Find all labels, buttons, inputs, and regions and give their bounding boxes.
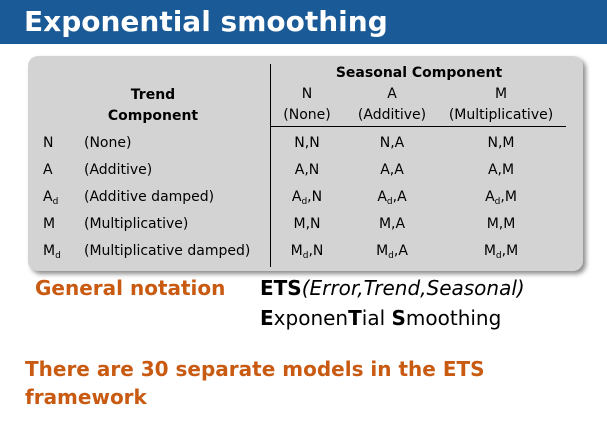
seasonal-col-code: N [301, 86, 313, 102]
model-cell: M,A [378, 216, 406, 232]
expansion-part: S [391, 306, 406, 330]
model-cell: Md,N [290, 243, 324, 261]
trend-code: Ad [43, 189, 59, 207]
trend-code: N [43, 135, 54, 151]
model-cell: Ad,N [291, 189, 323, 207]
trend-code: A [43, 162, 53, 178]
model-cell: Ad,A [377, 189, 407, 207]
expansion-part: ial [361, 306, 392, 330]
title-bar: Exponential smoothing [0, 0, 607, 44]
model-cell: Md,A [376, 243, 408, 261]
trend-label: (Multiplicative) [84, 216, 189, 232]
trend-code: Md [43, 243, 61, 261]
seasonal-col-label: (Additive) [357, 107, 427, 123]
ets-expansion: ExponenTial Smoothing [260, 306, 501, 330]
seasonal-col-label: (Multiplicative) [448, 107, 554, 123]
model-cell: N,M [487, 135, 515, 151]
ets-arguments: (Error,Trend,Seasonal) [301, 276, 525, 300]
expansion-part: xponen [273, 306, 349, 330]
seasonal-col-code: M [494, 86, 508, 102]
trend-label: (Multiplicative damped) [84, 243, 251, 259]
model-cell: A,A [380, 162, 404, 178]
ets-acronym: ETS [260, 276, 302, 300]
expansion-part: moothing [405, 306, 502, 330]
seasonal-header: Seasonal Component [335, 65, 503, 81]
model-cell: M,N [293, 216, 321, 232]
seasonal-col-label: (None) [283, 107, 331, 123]
trend-label: (Additive damped) [84, 189, 215, 205]
trend-header-line2: Component [107, 108, 199, 124]
model-cell: Ad,M [485, 189, 517, 207]
model-cell: A,N [294, 162, 320, 178]
slide-title: Exponential smoothing [24, 5, 388, 38]
header-divider [270, 126, 566, 127]
general-notation-label: General notation [35, 276, 226, 300]
model-cell: N,N [294, 135, 320, 151]
model-cell: Md,M [483, 243, 519, 261]
models-count-note: There are 30 separate models in the ETS … [25, 357, 485, 409]
ets-formula: ETS(Error,Trend,Seasonal) [260, 276, 525, 300]
model-cell: A,M [487, 162, 515, 178]
column-divider [270, 64, 271, 267]
trend-label: (Additive) [84, 162, 153, 178]
expansion-part: E [260, 306, 274, 330]
model-cell: N,A [379, 135, 405, 151]
trend-label: (None) [84, 135, 132, 151]
model-cell: M,M [486, 216, 516, 232]
expansion-part: T [348, 306, 362, 330]
trend-header-line1: Trend [130, 87, 176, 103]
seasonal-col-code: A [387, 86, 397, 102]
trend-code: M [43, 216, 56, 232]
ets-taxonomy-table: Trend Component Seasonal Component N (Non… [28, 56, 583, 271]
